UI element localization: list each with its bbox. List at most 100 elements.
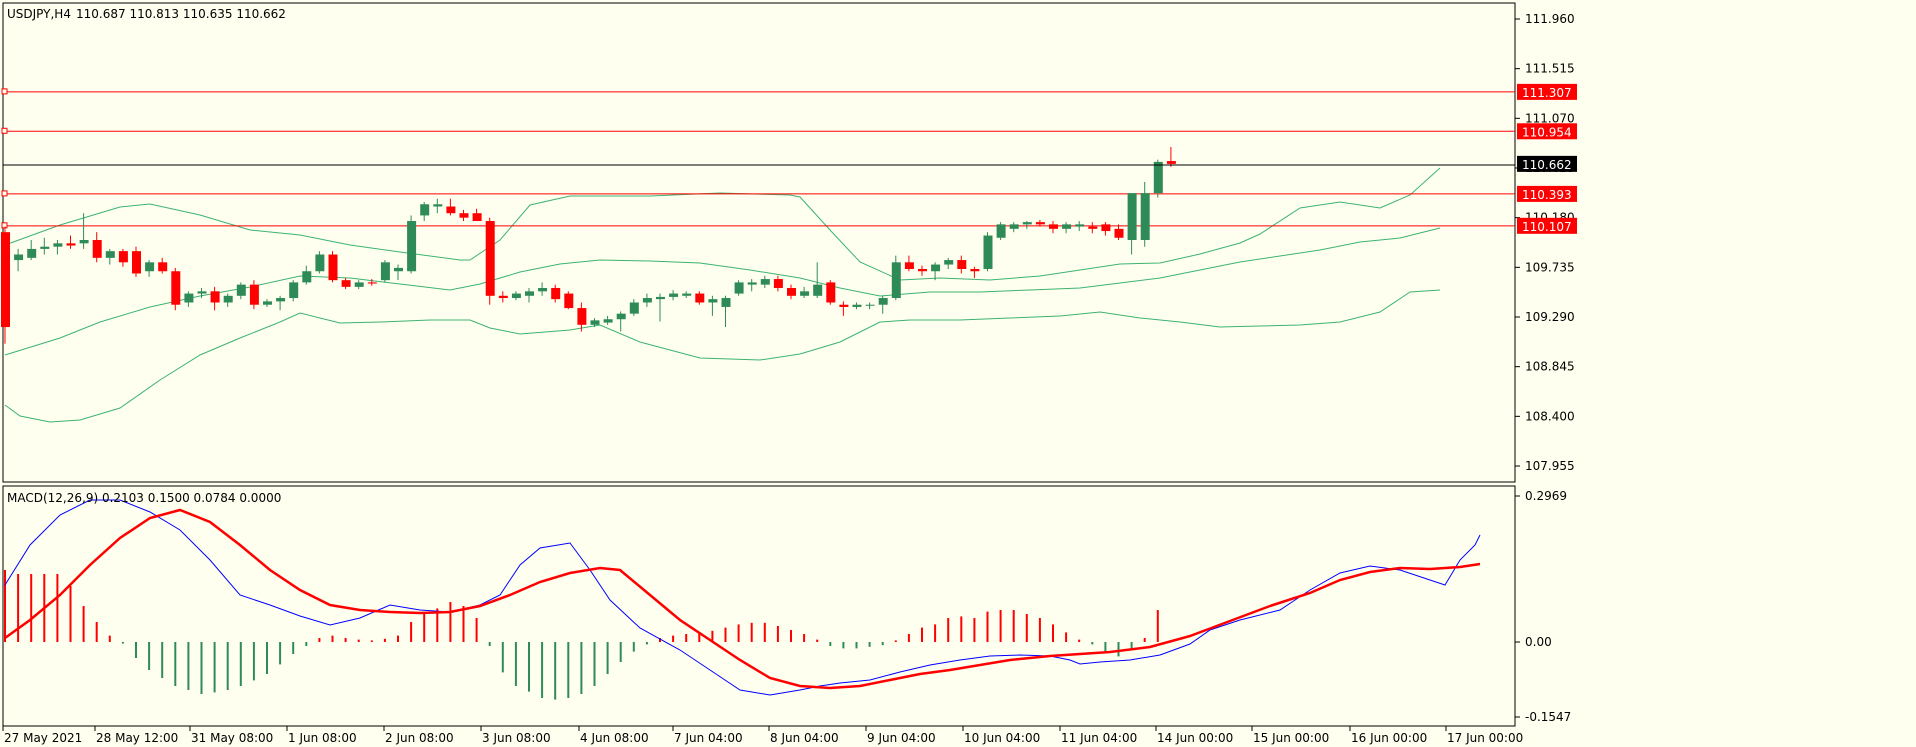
time-axis-label: 27 May 2021: [4, 731, 82, 745]
candle-body: [223, 295, 233, 303]
candle-body: [813, 284, 823, 296]
price-tag: [1517, 217, 1577, 234]
candle-body: [525, 291, 534, 296]
candle-body: [1114, 228, 1124, 238]
current-price-tag: [1517, 155, 1577, 172]
candle-body: [210, 291, 220, 303]
candle-body: [852, 304, 862, 307]
candle-body: [1088, 226, 1098, 229]
candle-body: [433, 204, 443, 207]
candle-body: [551, 287, 561, 300]
candle-body: [904, 262, 914, 270]
horizontal-lines[interactable]: [1, 88, 1515, 229]
price-tag: [1517, 185, 1577, 202]
macd-indicator: [4, 499, 1481, 700]
time-axis-label: 2 Jun 08:00: [385, 731, 454, 745]
candles: [1, 147, 1176, 344]
candle-body: [682, 293, 692, 296]
time-axis-label: 10 Jun 04:00: [964, 731, 1040, 745]
candle-body: [642, 298, 652, 303]
time-axis-label: 15 Jun 00:00: [1253, 731, 1329, 745]
candle-body: [407, 221, 417, 272]
line-anchor[interactable]: [1, 127, 8, 134]
candle-body: [538, 287, 548, 292]
candle-body: [341, 280, 351, 287]
macd-line: [4, 508, 1481, 690]
candle-body: [944, 260, 954, 265]
candle-body: [656, 296, 665, 300]
time-axis-label: 28 May 12:00: [96, 731, 178, 745]
time-axis-label: 4 Jun 08:00: [580, 731, 649, 745]
time-axis-label: 14 Jun 00:00: [1157, 731, 1233, 745]
price-axis-label: 108.845: [1525, 360, 1575, 374]
candle-body: [105, 251, 115, 258]
candle-body: [53, 243, 63, 247]
candle-body: [800, 291, 810, 296]
price-axis-label: 108.400: [1525, 409, 1575, 423]
candle-body: [1, 232, 10, 328]
price-tag-label: 111.307: [1522, 86, 1572, 100]
candle-body: [721, 298, 731, 307]
candle-body: [263, 301, 272, 305]
candle-body: [760, 279, 770, 285]
time-axis-label: 16 Jun 00:00: [1351, 731, 1427, 745]
candle-body: [891, 262, 901, 299]
candle-body: [1127, 193, 1137, 240]
time-axis-label: 31 May 08:00: [191, 731, 273, 745]
candle-body: [498, 295, 508, 299]
candle-body: [1153, 161, 1163, 194]
candle-body: [865, 304, 875, 306]
main-chart-panel: [2, 2, 1516, 483]
candle-body: [1101, 224, 1111, 232]
time-axis-label: 8 Jun 04:00: [770, 731, 839, 745]
candle-body: [276, 298, 286, 302]
candle-body: [1049, 224, 1058, 229]
candle-body: [1009, 224, 1019, 229]
candle-body: [1035, 222, 1045, 225]
price-axis-label: 109.735: [1525, 260, 1575, 274]
price-tag-label: 110.107: [1522, 220, 1572, 234]
macd-panel: [2, 485, 1516, 727]
price-tags: 111.307 110.954 110.393 110.107 110.662: [1517, 83, 1577, 234]
macd-axis-label: -0.1547: [1525, 710, 1571, 724]
bollinger-band-line: [4, 167, 1441, 281]
price-axis-label: 111.960: [1525, 12, 1575, 26]
candle-body: [236, 284, 246, 296]
price-axis: 111.960111.515111.070110.625110.180109.7…: [1515, 12, 1575, 473]
candle-body: [354, 282, 364, 287]
candle-body: [132, 251, 141, 274]
price-axis-label: 107.955: [1525, 459, 1575, 473]
candle-body: [171, 271, 181, 305]
candle-body: [367, 282, 377, 284]
candle-body: [996, 224, 1006, 238]
price-tag-label: 110.954: [1522, 125, 1572, 139]
candle-body: [826, 282, 836, 303]
macd-axis: 0.2969 0.00 -0.1547: [1515, 489, 1571, 724]
candle-body: [511, 293, 521, 299]
macd-title: MACD(12,26,9) 0.2103 0.1500 0.0784 0.000…: [7, 491, 281, 505]
candle-body: [616, 313, 626, 320]
line-anchor[interactable]: [1, 88, 8, 95]
time-axis-label: 7 Jun 04:00: [674, 731, 743, 745]
price-axis-label: 111.070: [1525, 111, 1575, 125]
line-anchor[interactable]: [1, 190, 8, 197]
candle-body: [249, 284, 259, 305]
candle-body: [14, 254, 24, 261]
candle-body: [1075, 224, 1085, 227]
time-axis-label: 17 Jun 00:00: [1447, 731, 1523, 745]
candle-body: [577, 308, 587, 325]
candle-body: [957, 260, 967, 270]
candle-body: [970, 269, 980, 272]
candle-body: [603, 319, 613, 323]
candle-body: [184, 293, 194, 303]
time-axis-label: 11 Jun 04:00: [1061, 731, 1137, 745]
candle-body: [1062, 224, 1072, 229]
candle-body: [485, 221, 495, 296]
price-tag-label: 110.393: [1522, 188, 1572, 202]
candle-body: [1140, 193, 1150, 240]
candle-body: [629, 302, 639, 314]
macd-axis-label: 0.00: [1525, 635, 1552, 649]
candle-body: [380, 262, 390, 281]
candle-body: [394, 267, 403, 272]
